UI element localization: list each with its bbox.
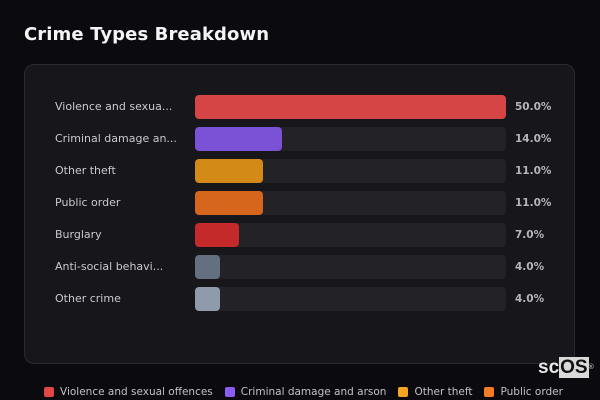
brand-logo: scOS® — [538, 357, 594, 378]
legend-item[interactable]: Violence and sexual offences — [44, 386, 213, 398]
legend-swatch — [44, 387, 54, 397]
bar-fill — [195, 191, 264, 215]
bar-label: Other crime — [55, 292, 121, 305]
bar-fill — [195, 223, 239, 247]
brand-reg: ® — [588, 364, 594, 371]
bar-track — [195, 127, 506, 151]
bar-row[interactable]: Public order 11.0% — [25, 191, 574, 215]
legend-label: Criminal damage and arson — [240, 386, 387, 398]
brand-os: OS — [559, 357, 589, 378]
bar-fill — [195, 95, 506, 119]
bar-label: Burglary — [55, 228, 102, 241]
bar-label: Public order — [55, 196, 121, 209]
bar-row[interactable]: Violence and sexua... 50.0% — [25, 95, 574, 119]
legend-swatch — [484, 387, 495, 397]
bar-label: Other theft — [55, 164, 116, 177]
bar-value: 4.0% — [515, 261, 545, 273]
bar-fill — [195, 159, 264, 183]
bar-value: 11.0% — [515, 165, 552, 177]
bar-track — [195, 191, 506, 215]
bar-row[interactable]: Anti-social behavi... 4.0% — [25, 255, 574, 279]
legend-item[interactable]: Other theft — [398, 386, 472, 398]
bar-label: Criminal damage an... — [55, 132, 177, 145]
bar-row[interactable]: Burglary 7.0% — [25, 223, 574, 247]
bar-label: Anti-social behavi... — [55, 260, 164, 273]
chart-title: Crime Types Breakdown — [24, 24, 270, 45]
bar-row[interactable]: Other crime 4.0% — [25, 287, 574, 311]
legend-label: Other theft — [414, 386, 473, 398]
bar-fill — [195, 127, 283, 151]
bar-label: Violence and sexua... — [55, 100, 173, 113]
bar-row[interactable]: Other theft 11.0% — [25, 159, 574, 183]
bar-value: 50.0% — [515, 101, 552, 113]
legend-label: Violence and sexual offences — [60, 386, 213, 398]
bar-track — [195, 159, 506, 183]
bar-fill — [195, 255, 220, 279]
bar-track — [195, 287, 506, 311]
bar-value: 7.0% — [515, 229, 545, 241]
bar-value: 11.0% — [515, 197, 552, 209]
bar-value: 14.0% — [515, 133, 552, 145]
bar-track — [195, 255, 506, 279]
legend-swatch — [224, 387, 235, 397]
bar-track — [195, 95, 506, 119]
bar-fill — [195, 287, 220, 311]
legend-label: Public order — [500, 386, 563, 398]
bar-row[interactable]: Criminal damage an... 14.0% — [25, 127, 574, 151]
legend-swatch — [398, 387, 409, 397]
chart-card: Violence and sexua... 50.0% Criminal damag… — [24, 64, 575, 364]
bar-value: 4.0% — [515, 293, 545, 305]
legend-item[interactable]: Public order — [484, 386, 563, 398]
bar-track — [195, 223, 506, 247]
brand-sc: sc — [538, 357, 560, 378]
legend-item[interactable]: Criminal damage and arson — [224, 386, 387, 398]
chart-legend: Violence and sexual offences Criminal dam… — [44, 386, 563, 398]
